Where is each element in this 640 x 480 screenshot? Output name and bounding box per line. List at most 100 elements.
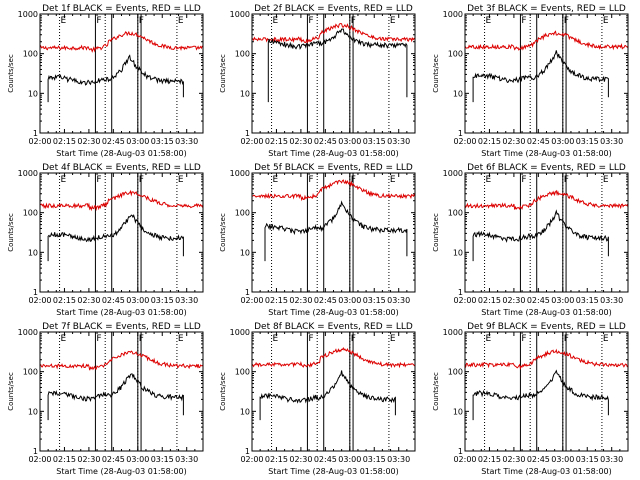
y-tick-label: 1000 <box>443 169 463 178</box>
x-tick-label: 02:45 <box>102 137 125 146</box>
y-tick-label: 10 <box>240 89 250 98</box>
panel-title: Det 1f BLACK = Events, RED = LLD <box>42 4 201 14</box>
y-axis-label: Counts/sec <box>432 372 440 411</box>
x-tick-label: 02:30 <box>77 137 100 146</box>
x-tick-label: 03:00 <box>126 137 149 146</box>
y-tick-label: 1 <box>245 288 250 297</box>
marker-f: F <box>96 175 101 185</box>
marker-f: F <box>521 16 526 26</box>
x-tick-label: 03:15 <box>151 137 174 146</box>
x-tick-label: 03:30 <box>175 455 198 464</box>
y-axis-label: Counts/sec <box>432 54 440 93</box>
plot-frame <box>251 331 416 452</box>
y-tick-label: 100 <box>448 50 463 59</box>
y-axis-label: Counts/sec <box>7 54 15 93</box>
x-tick-label: 03:30 <box>175 296 198 305</box>
lld-series-line <box>464 189 629 210</box>
marker-e: E <box>486 16 492 26</box>
y-tick-label: 10 <box>28 89 38 98</box>
x-axis-label: Start Time (28-Aug-03 01:58:00) <box>481 467 612 476</box>
x-tick-label: 02:15 <box>478 455 501 464</box>
x-tick-label: 02:00 <box>28 296 51 305</box>
x-axis-label: Start Time (28-Aug-03 01:58:00) <box>481 149 612 158</box>
marker-e: E <box>390 334 396 344</box>
events-series-line <box>472 369 609 421</box>
y-tick-label: 10 <box>28 248 38 257</box>
plot-frame <box>39 13 204 134</box>
x-tick-label: 02:00 <box>453 137 476 146</box>
x-tick-label: 03:30 <box>600 137 623 146</box>
marker-f: F <box>351 334 356 344</box>
x-tick-label: 03:30 <box>175 137 198 146</box>
x-tick-label: 02:15 <box>478 137 501 146</box>
panel-4: Det 4f BLACK = Events, RED = LLD Counts/s… <box>7 163 204 317</box>
x-tick-label: 02:45 <box>102 296 125 305</box>
events-series-line <box>472 50 609 103</box>
x-tick-label: 02:45 <box>527 296 550 305</box>
marker-f: F <box>96 334 101 344</box>
x-tick-label: 02:30 <box>77 296 100 305</box>
x-tick-label: 02:15 <box>265 455 288 464</box>
x-tick-label: 03:15 <box>363 137 386 146</box>
lld-series-line <box>39 189 204 212</box>
y-tick-label: 1 <box>245 129 250 138</box>
x-tick-label: 02:00 <box>28 455 51 464</box>
x-tick-label: 02:00 <box>453 455 476 464</box>
plot-frame <box>464 13 629 134</box>
marker-f: F <box>521 334 526 344</box>
y-tick-label: 100 <box>23 209 38 218</box>
events-series-line <box>47 214 184 262</box>
marker-e: E <box>390 175 396 185</box>
x-axis-label: Start Time (28-Aug-03 01:58:00) <box>56 308 187 317</box>
marker-f: F <box>564 334 569 344</box>
marker-f: F <box>139 175 144 185</box>
marker-e: E <box>273 175 279 185</box>
marker-e: E <box>486 175 492 185</box>
x-tick-label: 02:45 <box>314 137 337 146</box>
marker-e: E <box>273 334 279 344</box>
x-axis-label: Start Time (28-Aug-03 01:58:00) <box>268 149 399 158</box>
y-tick-label: 100 <box>448 368 463 377</box>
x-tick-label: 03:15 <box>363 296 386 305</box>
events-series-line <box>264 200 408 262</box>
y-tick-label: 100 <box>235 368 250 377</box>
lld-series-line <box>464 348 629 371</box>
x-tick-label: 03:00 <box>338 455 361 464</box>
x-tick-label: 03:30 <box>600 296 623 305</box>
marker-f: F <box>564 175 569 185</box>
panel-title: Det 7f BLACK = Events, RED = LLD <box>42 322 201 332</box>
x-tick-label: 03:30 <box>600 455 623 464</box>
x-tick-label: 03:15 <box>576 455 599 464</box>
x-tick-label: 02:30 <box>502 137 525 146</box>
marker-e: E <box>603 334 609 344</box>
x-tick-label: 02:30 <box>289 137 312 146</box>
y-tick-label: 1000 <box>230 328 250 337</box>
y-tick-label: 10 <box>28 407 38 416</box>
y-tick-label: 10 <box>240 248 250 257</box>
panel-7: Det 7f BLACK = Events, RED = LLD Counts/s… <box>7 322 204 476</box>
y-tick-label: 1 <box>245 447 250 456</box>
marker-e: E <box>603 16 609 26</box>
marker-e: E <box>603 175 609 185</box>
panel-6: Det 6f BLACK = Events, RED = LLD Counts/s… <box>432 163 629 317</box>
x-tick-label: 02:30 <box>77 455 100 464</box>
x-axis-label: Start Time (28-Aug-03 01:58:00) <box>56 467 187 476</box>
marker-f: F <box>351 16 356 26</box>
marker-f: F <box>308 175 313 185</box>
plot-frame <box>251 13 416 134</box>
plot-frame <box>464 331 629 452</box>
panel-title: Det 6f BLACK = Events, RED = LLD <box>467 163 626 173</box>
x-tick-label: 02:15 <box>53 296 76 305</box>
marker-e: E <box>178 175 184 185</box>
y-tick-label: 100 <box>23 50 38 59</box>
marker-f: F <box>308 334 313 344</box>
y-tick-label: 100 <box>23 368 38 377</box>
marker-f: F <box>139 334 144 344</box>
marker-f: F <box>521 175 526 185</box>
x-tick-label: 03:00 <box>126 455 149 464</box>
x-tick-label: 03:15 <box>151 296 174 305</box>
panel-title: Det 4f BLACK = Events, RED = LLD <box>42 163 201 173</box>
y-tick-label: 1 <box>33 288 38 297</box>
x-axis-label: Start Time (28-Aug-03 01:58:00) <box>481 308 612 317</box>
